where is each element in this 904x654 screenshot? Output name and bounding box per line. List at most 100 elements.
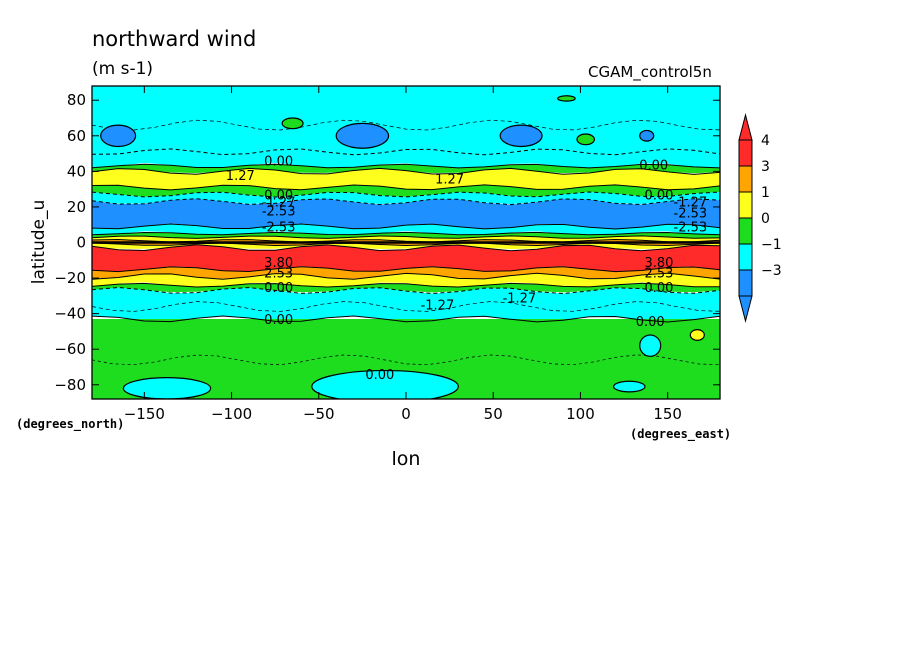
- contour-patch: [612, 380, 646, 393]
- plot-area: 0.001.27 1.270.000.00-1.27-2.53-2.530.00-…: [91, 85, 721, 400]
- contour-line: [92, 231, 720, 236]
- contour-line: [92, 286, 720, 295]
- contour-line-minor: [92, 354, 720, 366]
- contour-band: [92, 319, 720, 399]
- contour-label: 0.00: [365, 368, 394, 383]
- contour-line: [92, 167, 720, 175]
- x-tick-label: 150: [653, 405, 682, 423]
- colorbar-swatch: [738, 191, 753, 219]
- contour-band: [92, 164, 720, 174]
- contour-band: [92, 168, 720, 191]
- contour-band: [92, 192, 720, 205]
- contour-line: [92, 272, 720, 280]
- colorbar: 4 3 1 0 −1 −3: [738, 113, 782, 323]
- contour-patch: [557, 95, 576, 102]
- contour-patch: [576, 133, 596, 146]
- colorbar-label: −3: [761, 263, 782, 279]
- contour-line-minor: [92, 119, 720, 131]
- y-tick-label: −20: [54, 269, 86, 287]
- contour-band: [92, 287, 720, 322]
- contour-line: [92, 191, 720, 198]
- colorbar-swatch: [738, 243, 753, 271]
- contour-label: 2.53: [264, 267, 293, 282]
- contour-label: 2.53: [644, 267, 673, 282]
- plot-fill-group: 0.001.27 1.270.000.00-1.27-2.53-2.530.00-…: [92, 86, 720, 399]
- contour-label: 0.00: [264, 155, 293, 170]
- colorbar-label: 4: [761, 133, 770, 149]
- contour-label: -1.27: [503, 292, 537, 307]
- contour-line: [92, 163, 720, 169]
- x-tick-label: 0: [401, 405, 411, 423]
- contour-line: [92, 184, 720, 191]
- colorbar-swatch: [738, 165, 753, 193]
- contour-label: -2.53: [674, 220, 708, 235]
- y-axis: 80 60 40 20 0 −20 −40 −60 −80: [54, 91, 720, 394]
- x-tick-label: 50: [484, 405, 503, 423]
- contour-band: [92, 235, 720, 242]
- contour-label: 0.00: [264, 313, 293, 328]
- y-tick-label: 80: [67, 91, 86, 109]
- contour-line: [92, 315, 720, 323]
- colorbar-extend-low: [738, 295, 753, 323]
- contour-band: [92, 198, 720, 230]
- contour-patch: [281, 117, 304, 130]
- y-axis-label: latitude_u: [29, 200, 49, 285]
- contour-label: 1.27: [226, 169, 255, 184]
- colorbar-swatch: [738, 269, 753, 297]
- colorbar-label: 3: [761, 159, 770, 175]
- contour-label: -2.53: [262, 204, 296, 219]
- contour-label: -2.53: [674, 206, 708, 221]
- contour-label: 3.80: [264, 256, 293, 271]
- contour-patch: [335, 122, 390, 149]
- y-tick-label: −80: [54, 376, 86, 394]
- colorbar-label: −1: [761, 237, 782, 253]
- contour-label: 3.80: [644, 256, 673, 271]
- contour-patch: [499, 124, 543, 148]
- contour-label: -1.27: [262, 196, 296, 211]
- contour-patch: [100, 124, 137, 148]
- contour-line: [92, 223, 720, 230]
- contour-patch: [639, 334, 662, 357]
- x-tick-label: −50: [303, 405, 335, 423]
- chart-title: northward wind: [92, 27, 256, 51]
- contour-label: -2.53: [262, 220, 296, 235]
- colorbar-swatch: [738, 139, 753, 167]
- contour-label: 0.00: [636, 315, 665, 330]
- y-tick-label: 0: [76, 234, 86, 252]
- contour-band: [92, 266, 720, 279]
- x-axis: −150 −100 −50 0 50 100 150: [124, 86, 682, 423]
- x-units-label: (degrees_east): [630, 427, 731, 442]
- contour-line: [92, 235, 720, 239]
- contour-patch: [689, 329, 705, 341]
- y-tick-label: 60: [67, 127, 86, 145]
- contour-patch: [311, 369, 459, 399]
- x-tick-label: −150: [124, 405, 165, 423]
- contour-label: 0.00: [264, 188, 293, 203]
- contour-line: [92, 282, 720, 288]
- contour-patch: [122, 377, 212, 399]
- y-tick-label: 20: [67, 198, 86, 216]
- contour-band: [92, 244, 720, 273]
- contour-patch: [639, 129, 655, 142]
- colorbar-extend-high: [738, 113, 753, 141]
- run-label: CGAM_control5n: [588, 63, 712, 82]
- y-units-label: (degrees_north): [16, 417, 124, 432]
- contour-label: 0.00: [639, 158, 668, 173]
- contour-label: 0.00: [644, 281, 673, 296]
- chart-units: (m s-1): [92, 59, 153, 79]
- contour-line: [92, 148, 720, 156]
- contour-line: [92, 198, 720, 206]
- contour-line-minor: [92, 301, 720, 312]
- colorbar-label: 1: [761, 185, 770, 201]
- contour-label: 1.27: [435, 172, 464, 187]
- y-tick-label: 40: [67, 162, 86, 180]
- contour-line: [92, 244, 720, 252]
- contour-label: 0.00: [644, 188, 673, 203]
- x-tick-label: −100: [211, 405, 252, 423]
- y-tick-label: −40: [54, 305, 86, 323]
- colorbar-label: 0: [761, 211, 770, 227]
- y-tick-label: −60: [54, 340, 86, 358]
- contour-band: [92, 283, 720, 293]
- contour-label: -1.27: [674, 196, 708, 211]
